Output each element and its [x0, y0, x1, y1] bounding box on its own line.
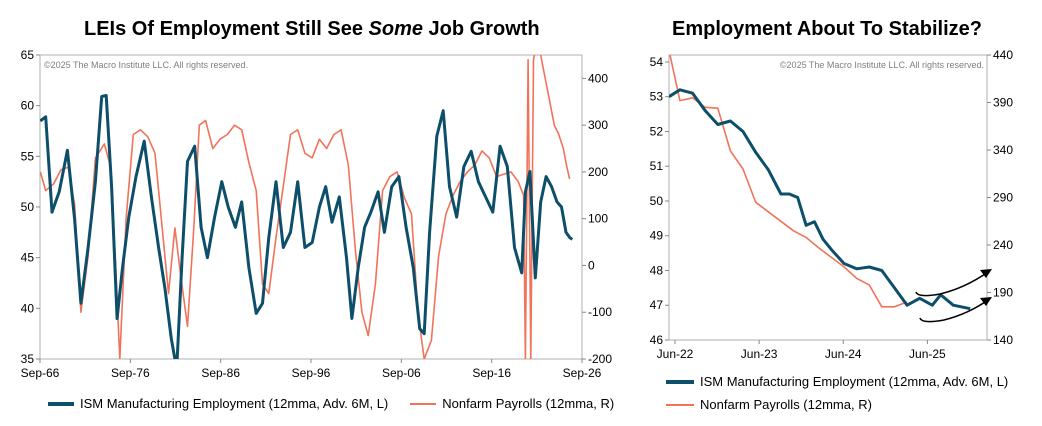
- right-nfp-line: [669, 55, 908, 308]
- trend-arrows: [915, 269, 992, 323]
- right-series-lines: [669, 55, 971, 311]
- right-x-tick-label: Jun-24: [825, 347, 862, 361]
- right-right-tick-label: 340: [993, 143, 1013, 157]
- left-title-emphasis: Some: [368, 18, 423, 40]
- left-right-tick-label: 300: [588, 118, 608, 132]
- right-left-tick-label: 47: [650, 298, 664, 312]
- left-x-tick-label: Sep-06: [382, 366, 421, 380]
- right-axes: 54 53 52 51 50 49 48 47 46 440 390 340 290 240 190 140 J…: [650, 48, 1014, 361]
- right-right-tick-label: 190: [993, 286, 1013, 300]
- lower-arrowhead: [980, 297, 992, 306]
- left-left-tick-label: 40: [21, 301, 35, 315]
- left-right-tick-label: -100: [588, 305, 612, 319]
- right-left-tick-label: 50: [650, 194, 664, 208]
- left-title-part-b: Job Growth: [422, 18, 540, 40]
- right-left-tick-label: 46: [650, 333, 664, 347]
- right-x-tick-label: Jun-22: [657, 347, 694, 361]
- left-chart-title: LEIs Of Employment Still See Some Job Gr…: [84, 18, 540, 41]
- left-left-tick-label: 45: [21, 251, 35, 265]
- left-right-tick-label: 200: [588, 165, 608, 179]
- right-left-tick-label: 54: [650, 55, 664, 69]
- left-right-tick-label: 0: [588, 258, 595, 272]
- left-x-tick-label: Sep-16: [472, 366, 511, 380]
- right-legend-nfp-swatch: [666, 403, 694, 406]
- left-left-tick-label: 35: [21, 352, 35, 366]
- left-left-tick-label: 50: [21, 200, 35, 214]
- right-copyright: ©2025 The Macro Institute LLC. All right…: [780, 60, 984, 70]
- left-x-tick-label: Sep-66: [21, 366, 60, 380]
- legend-nfp-label: Nonfarm Payrolls (12mma, R): [442, 396, 615, 411]
- right-left-tick-label: 53: [650, 90, 664, 104]
- left-nfp-line: [40, 55, 571, 359]
- right-right-tick-label: 440: [993, 48, 1013, 62]
- left-x-tick-label: Sep-86: [201, 366, 240, 380]
- left-title-part-a: LEIs Of Employment Still See: [84, 18, 369, 40]
- upper-arrow: [915, 271, 989, 297]
- right-left-tick-label: 49: [650, 229, 664, 243]
- left-right-tick-label: -200: [588, 352, 612, 366]
- right-left-tick-label: 51: [650, 159, 664, 173]
- left-x-tick-label: Sep-26: [563, 366, 602, 380]
- right-legend-ism: ISM Manufacturing Employment (12mma, Adv…: [666, 374, 1008, 389]
- left-copyright: ©2025 The Macro Institute LLC. All right…: [44, 60, 248, 70]
- right-right-tick-label: 290: [993, 191, 1013, 205]
- legend-ism-label: ISM Manufacturing Employment (12mma, Adv…: [80, 396, 389, 411]
- right-legend-nfp: Nonfarm Payrolls (12mma, R): [666, 397, 872, 412]
- right-right-tick-label: 240: [993, 238, 1013, 252]
- left-legend: ISM Manufacturing Employment (12mma, Adv…: [48, 396, 614, 411]
- left-left-tick-label: 55: [21, 149, 35, 163]
- left-left-tick-label: 60: [21, 99, 35, 113]
- left-right-tick-label: 100: [588, 212, 608, 226]
- right-legend-nfp-label: Nonfarm Payrolls (12mma, R): [700, 397, 872, 412]
- upper-arrowhead: [980, 269, 992, 278]
- legend-ism-swatch: [48, 401, 74, 406]
- right-x-tick-label: Jun-23: [741, 347, 778, 361]
- lower-arrow: [919, 299, 989, 323]
- right-ism-line: [669, 88, 971, 311]
- right-legend-ism-label: ISM Manufacturing Employment (12mma, Adv…: [700, 374, 1009, 389]
- left-x-tick-label: Sep-96: [292, 366, 331, 380]
- legend-nfp-swatch: [410, 402, 437, 405]
- right-right-tick-label: 390: [993, 96, 1013, 110]
- right-left-tick-label: 48: [650, 263, 664, 277]
- left-left-tick-label: 65: [21, 48, 35, 62]
- left-right-tick-label: 400: [588, 71, 608, 85]
- right-chart-title: Employment About To Stabilize?: [672, 18, 982, 40]
- right-left-tick-label: 52: [650, 124, 664, 138]
- left-x-tick-label: Sep-76: [111, 366, 150, 380]
- right-legend-ism-swatch: [666, 379, 694, 384]
- left-series-lines: [40, 55, 574, 359]
- left-ism-line: [40, 94, 574, 359]
- right-right-tick-label: 140: [993, 333, 1013, 347]
- left-axes: 65 60 55 50 45 40 35 400 300 200 100 0 -100 -200 Sep-6…: [21, 48, 613, 380]
- right-x-tick-label: Jun-25: [909, 347, 946, 361]
